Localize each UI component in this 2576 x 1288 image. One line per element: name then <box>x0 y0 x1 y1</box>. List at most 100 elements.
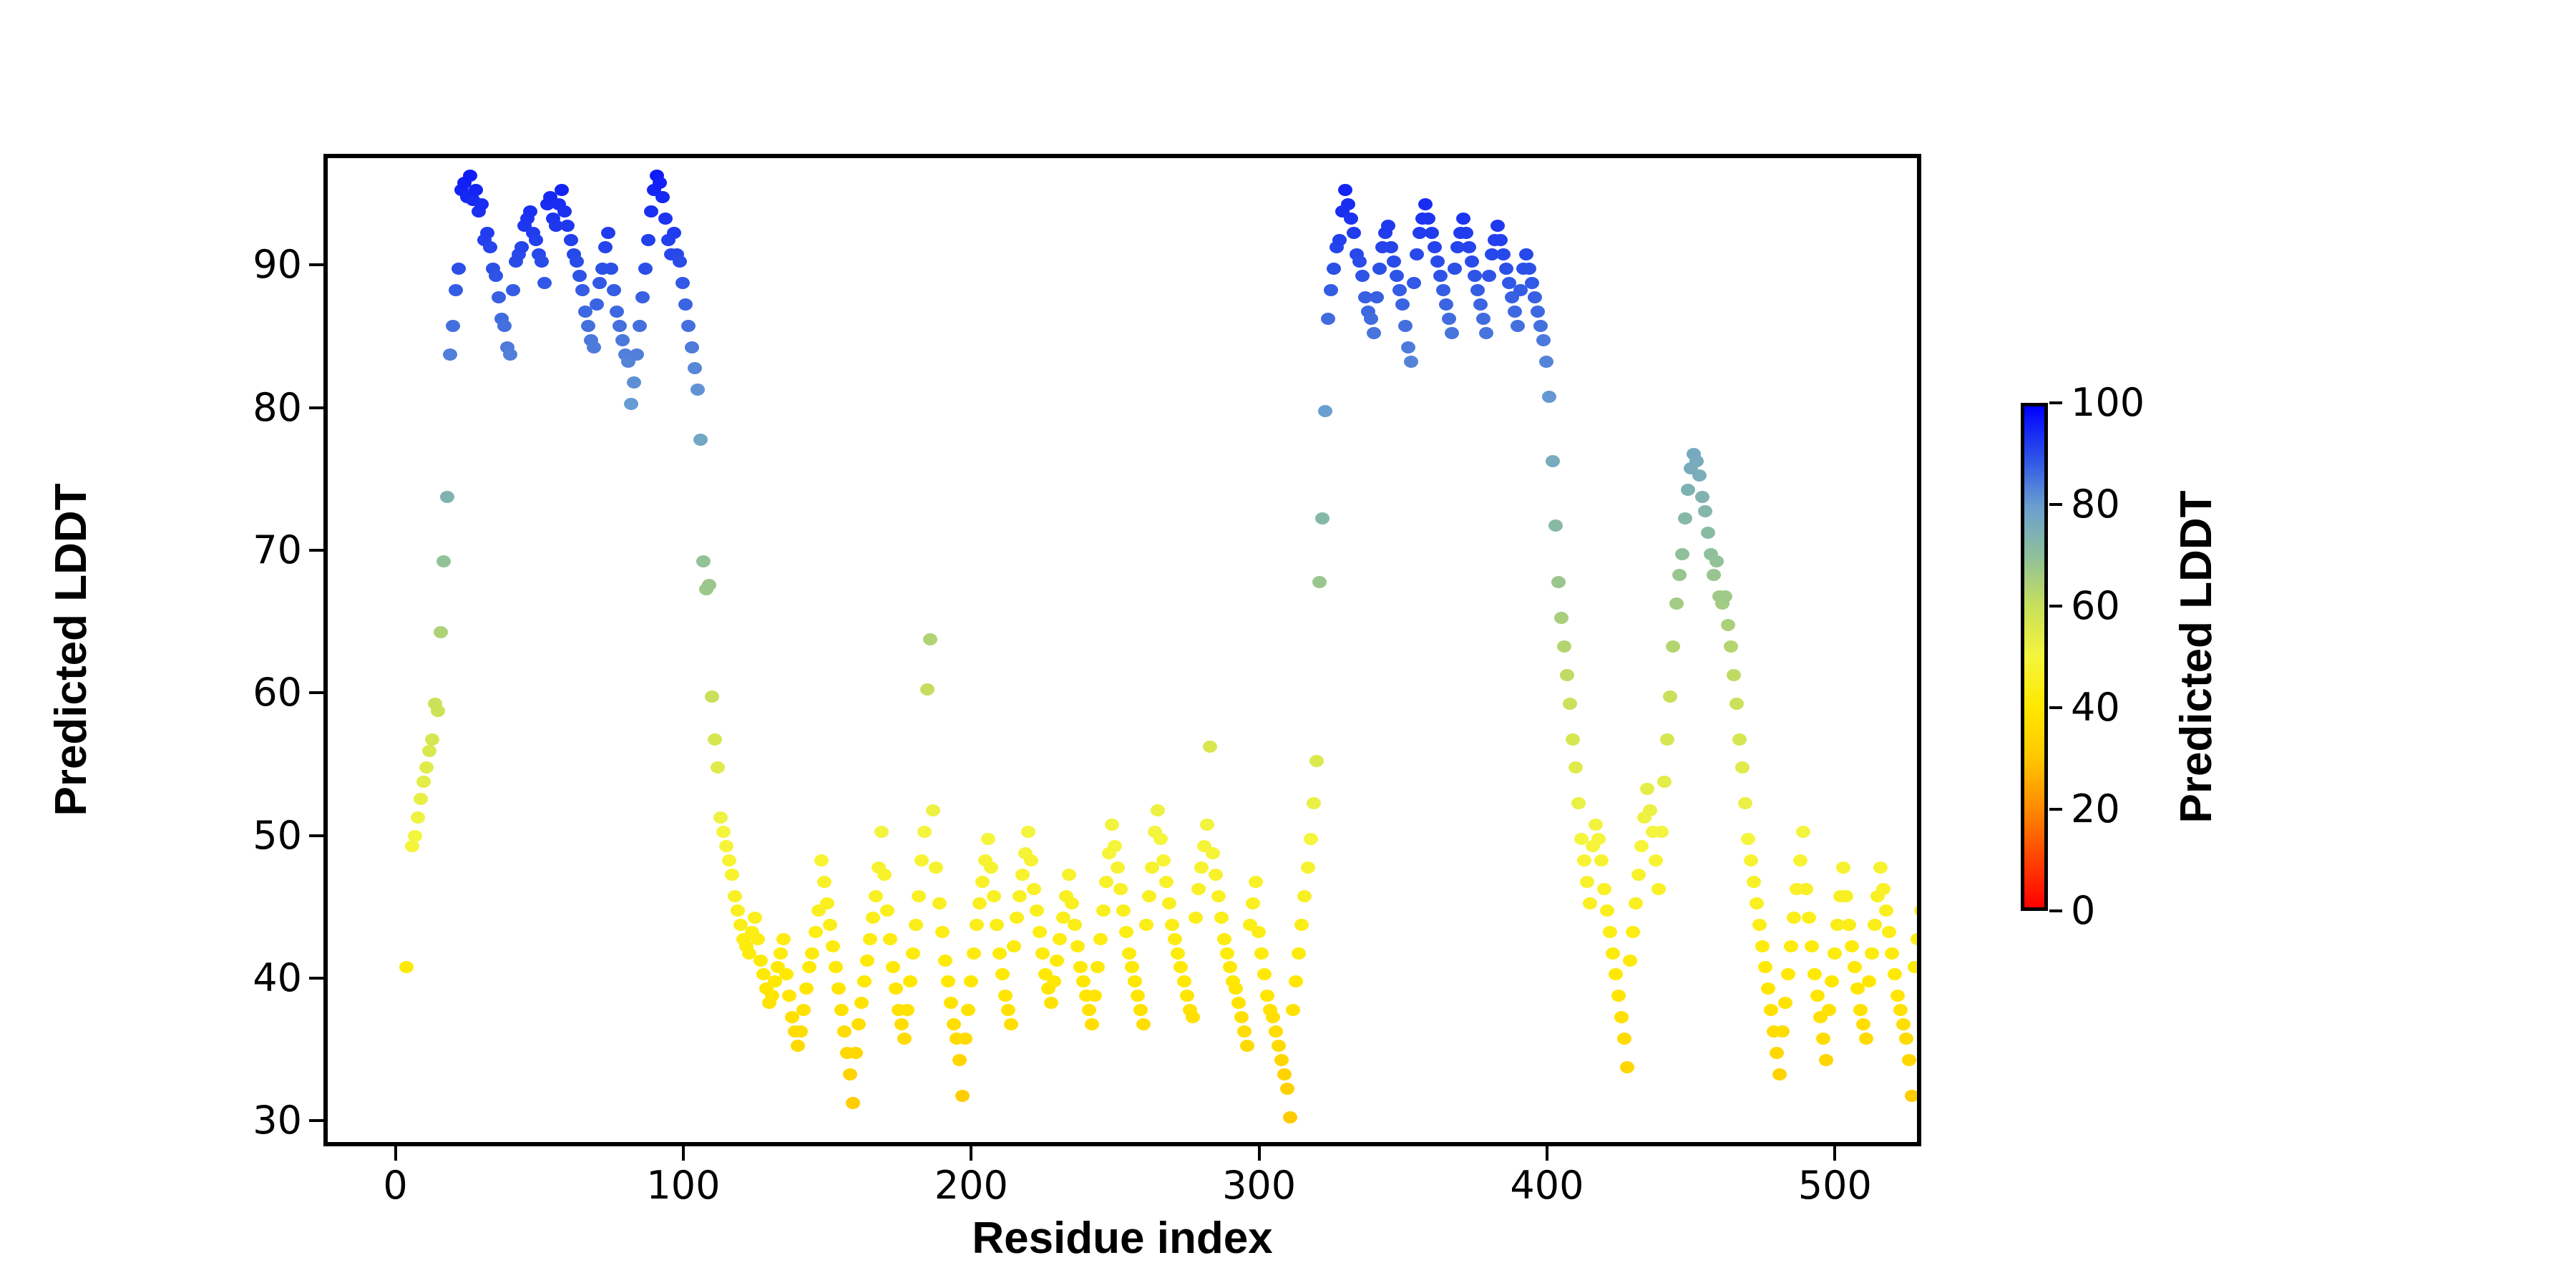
data-point <box>445 319 460 332</box>
data-point <box>1450 241 1465 253</box>
data-point <box>1240 1040 1254 1052</box>
data-point <box>707 733 722 746</box>
data-point <box>1404 355 1419 368</box>
data-point <box>1277 1068 1292 1080</box>
x-tick-label: 500 <box>1797 1163 1872 1208</box>
data-point <box>1205 847 1220 859</box>
data-point <box>1496 248 1511 260</box>
data-point <box>1594 854 1609 867</box>
data-point <box>975 875 990 888</box>
data-point <box>580 319 595 332</box>
data-point <box>1090 961 1105 974</box>
data-point <box>894 1018 909 1031</box>
data-point <box>1249 875 1263 888</box>
data-point <box>1323 283 1338 296</box>
data-point <box>408 830 423 843</box>
data-point <box>1553 612 1568 625</box>
data-point <box>1332 234 1347 247</box>
data-point <box>1571 797 1586 810</box>
data-point <box>1001 1004 1015 1017</box>
data-point <box>1352 255 1367 268</box>
data-point <box>439 490 454 503</box>
data-point <box>1729 697 1744 710</box>
data-point <box>1652 882 1667 895</box>
data-point <box>986 889 1001 902</box>
data-point <box>1098 875 1113 888</box>
data-point <box>1850 982 1865 995</box>
data-point <box>1110 861 1125 874</box>
data-point <box>1269 1025 1284 1038</box>
colorbar-tick-label: 100 <box>2071 380 2145 425</box>
data-point <box>1139 918 1154 931</box>
data-point <box>1424 227 1439 240</box>
data-point <box>1908 961 1917 974</box>
data-point <box>1340 198 1355 211</box>
data-point <box>675 276 691 289</box>
data-point <box>1122 947 1136 960</box>
y-tick-label: 60 <box>253 670 302 716</box>
data-point <box>1827 947 1842 960</box>
data-point <box>1015 868 1030 881</box>
data-point <box>909 918 924 931</box>
data-point <box>1024 854 1039 867</box>
data-point <box>1835 861 1850 874</box>
data-point <box>814 854 829 867</box>
x-tick-label: 0 <box>383 1163 408 1208</box>
data-point <box>696 555 711 567</box>
data-point <box>609 305 624 318</box>
data-point <box>1355 269 1370 282</box>
data-point <box>537 276 552 289</box>
x-tick-label: 300 <box>1222 1163 1297 1208</box>
data-point <box>1418 198 1433 211</box>
data-point <box>730 904 745 917</box>
data-point <box>630 348 644 361</box>
data-point <box>1672 569 1687 582</box>
data-point <box>1562 697 1577 710</box>
data-point <box>491 291 506 303</box>
data-point <box>555 184 570 197</box>
data-point <box>416 776 431 789</box>
data-point <box>1464 255 1479 268</box>
data-point <box>1159 875 1174 888</box>
data-point <box>1300 861 1315 874</box>
data-point <box>854 997 869 1010</box>
data-point <box>1609 968 1623 981</box>
data-point <box>1430 255 1445 268</box>
data-point <box>425 733 440 746</box>
data-point <box>1911 932 1917 945</box>
data-point <box>940 975 955 988</box>
data-point <box>859 954 874 967</box>
data-point <box>1401 341 1416 353</box>
data-point <box>998 990 1013 1002</box>
data-point <box>653 177 668 190</box>
data-point <box>482 241 497 253</box>
data-point <box>635 291 650 303</box>
data-point <box>451 262 466 275</box>
data-point <box>523 205 538 218</box>
data-point <box>1387 255 1402 268</box>
data-point <box>713 811 728 824</box>
data-point <box>586 341 601 353</box>
data-point <box>1202 740 1217 753</box>
colorbar-tick-mark <box>2049 401 2062 404</box>
data-point <box>1568 761 1583 774</box>
plot-area <box>323 154 1921 1146</box>
data-point <box>1274 1054 1289 1066</box>
data-point <box>1502 276 1517 289</box>
data-point <box>1735 761 1750 774</box>
data-point <box>848 1047 863 1059</box>
data-point <box>992 947 1007 960</box>
data-point <box>1372 262 1387 275</box>
data-point <box>1741 833 1755 846</box>
data-point <box>989 918 1004 931</box>
data-point <box>1067 918 1082 931</box>
colorbar-title: Predicted LDDT <box>2172 490 2221 824</box>
data-point <box>1326 262 1341 275</box>
data-point <box>1194 861 1209 874</box>
data-point <box>1222 961 1237 974</box>
data-point <box>1467 269 1482 282</box>
data-point <box>1548 519 1563 532</box>
data-point <box>1145 861 1160 874</box>
data-point <box>1838 889 1853 902</box>
data-point <box>1798 882 1813 895</box>
